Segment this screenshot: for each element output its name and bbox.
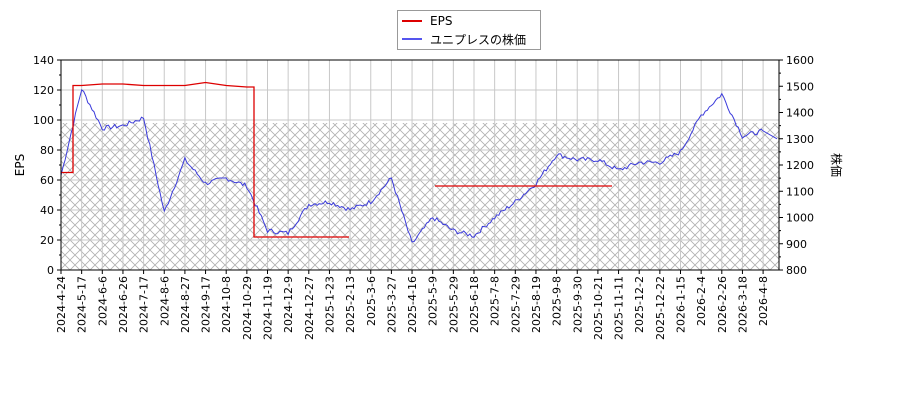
x-tick-label: 2024-10-29 (241, 276, 254, 340)
x-tick-label: 2024-5-17 (76, 276, 89, 333)
x-tick-label: 2025-1-23 (323, 276, 336, 333)
right-tick-label: 1300 (786, 133, 814, 146)
x-axis: 2024-4-24 2024-5-17 2024-6-6 2024-6-26 2024-… (55, 270, 770, 340)
x-tick-label: 2025-6-18 (468, 276, 481, 333)
x-tick-label: 2025-7-29 (509, 276, 522, 333)
x-tick-label: 2025-4-16 (406, 276, 419, 333)
x-tick-label: 2025-2-13 (344, 276, 357, 333)
x-tick-label: 2024-11-19 (262, 276, 275, 340)
x-tick-label: 2024-7-17 (138, 276, 151, 333)
x-tick-label: 2024-4-24 (55, 276, 68, 333)
x-tick-label: 2024-8-27 (179, 276, 192, 333)
x-tick-label: 2026-3-18 (736, 276, 749, 333)
legend-item-eps: EPS (402, 13, 452, 29)
price-series-line (61, 89, 778, 243)
left-tick-label: 20 (40, 234, 54, 247)
x-tick-label: 2024-12-9 (282, 276, 295, 333)
x-tick-label: 2024-8-6 (158, 276, 171, 326)
left-tick-label: 120 (33, 84, 54, 97)
x-tick-label: 2026-1-15 (675, 276, 688, 333)
right-axis-label: 株価 (829, 153, 844, 177)
x-tick-label: 2025-8-19 (530, 276, 543, 333)
x-tick-label: 2025-3-27 (385, 276, 398, 333)
x-tick-label: 2024-6-26 (117, 276, 130, 333)
x-tick-label: 2024-12-27 (303, 276, 316, 340)
legend-label: EPS (430, 14, 453, 28)
left-tick-label: 80 (40, 144, 54, 157)
x-tick-label: 2025-10-21 (592, 276, 605, 340)
x-tick-label: 2026-2-26 (716, 276, 729, 333)
x-tick-label: 2024-9-17 (200, 276, 213, 333)
price-swatch-icon (402, 38, 422, 40)
x-tick-label: 2026-2-4 (695, 276, 708, 326)
eps-series-line (61, 81, 612, 238)
x-tick-label: 2025-12-2 (633, 276, 646, 333)
x-tick-label: 2025-11-11 (613, 276, 626, 340)
left-tick-label: 60 (40, 174, 54, 187)
left-tick-label: 140 (33, 54, 54, 67)
x-tick-label: 2025-5-29 (447, 276, 460, 333)
right-tick-label: 1500 (786, 80, 814, 93)
right-tick-label: 1400 (786, 107, 814, 120)
x-tick-label: 2025-9-8 (551, 276, 564, 326)
x-tick-label: 2025-9-30 (571, 276, 584, 333)
chart-legend: EPS ユニプレスの株価 (397, 10, 541, 50)
left-tick-label: 0 (47, 264, 54, 277)
legend-item-price: ユニプレスの株価 (402, 31, 526, 47)
x-tick-label: 2025-12-22 (654, 276, 667, 340)
x-tick-label: 2024-10-8 (220, 276, 233, 333)
left-tick-label: 40 (40, 204, 54, 217)
left-axis: 0 20 40 60 80 100 120 140 (33, 54, 61, 277)
right-tick-label: 1200 (786, 159, 814, 172)
x-tick-label: 2025-5-9 (427, 276, 440, 326)
hatched-region (61, 123, 779, 270)
x-tick-label: 2024-6-6 (96, 276, 109, 326)
legend-label: ユニプレスの株価 (430, 32, 527, 47)
x-tick-label: 2025-7-8 (489, 276, 502, 326)
right-tick-label: 1600 (786, 54, 814, 67)
right-tick-label: 1000 (786, 212, 814, 225)
right-tick-label: 800 (786, 264, 807, 277)
left-axis-label: EPS (13, 154, 27, 176)
x-tick-label: 2026-4-8 (757, 276, 770, 326)
right-tick-label: 900 (786, 238, 807, 251)
eps-swatch-icon (402, 20, 422, 22)
left-tick-label: 100 (33, 114, 54, 127)
right-axis: 800 900 1000 1100 1200 1300 1400 1500 1600 (779, 54, 814, 277)
x-tick-label: 2025-3-6 (365, 276, 378, 326)
right-tick-label: 1100 (786, 185, 814, 198)
